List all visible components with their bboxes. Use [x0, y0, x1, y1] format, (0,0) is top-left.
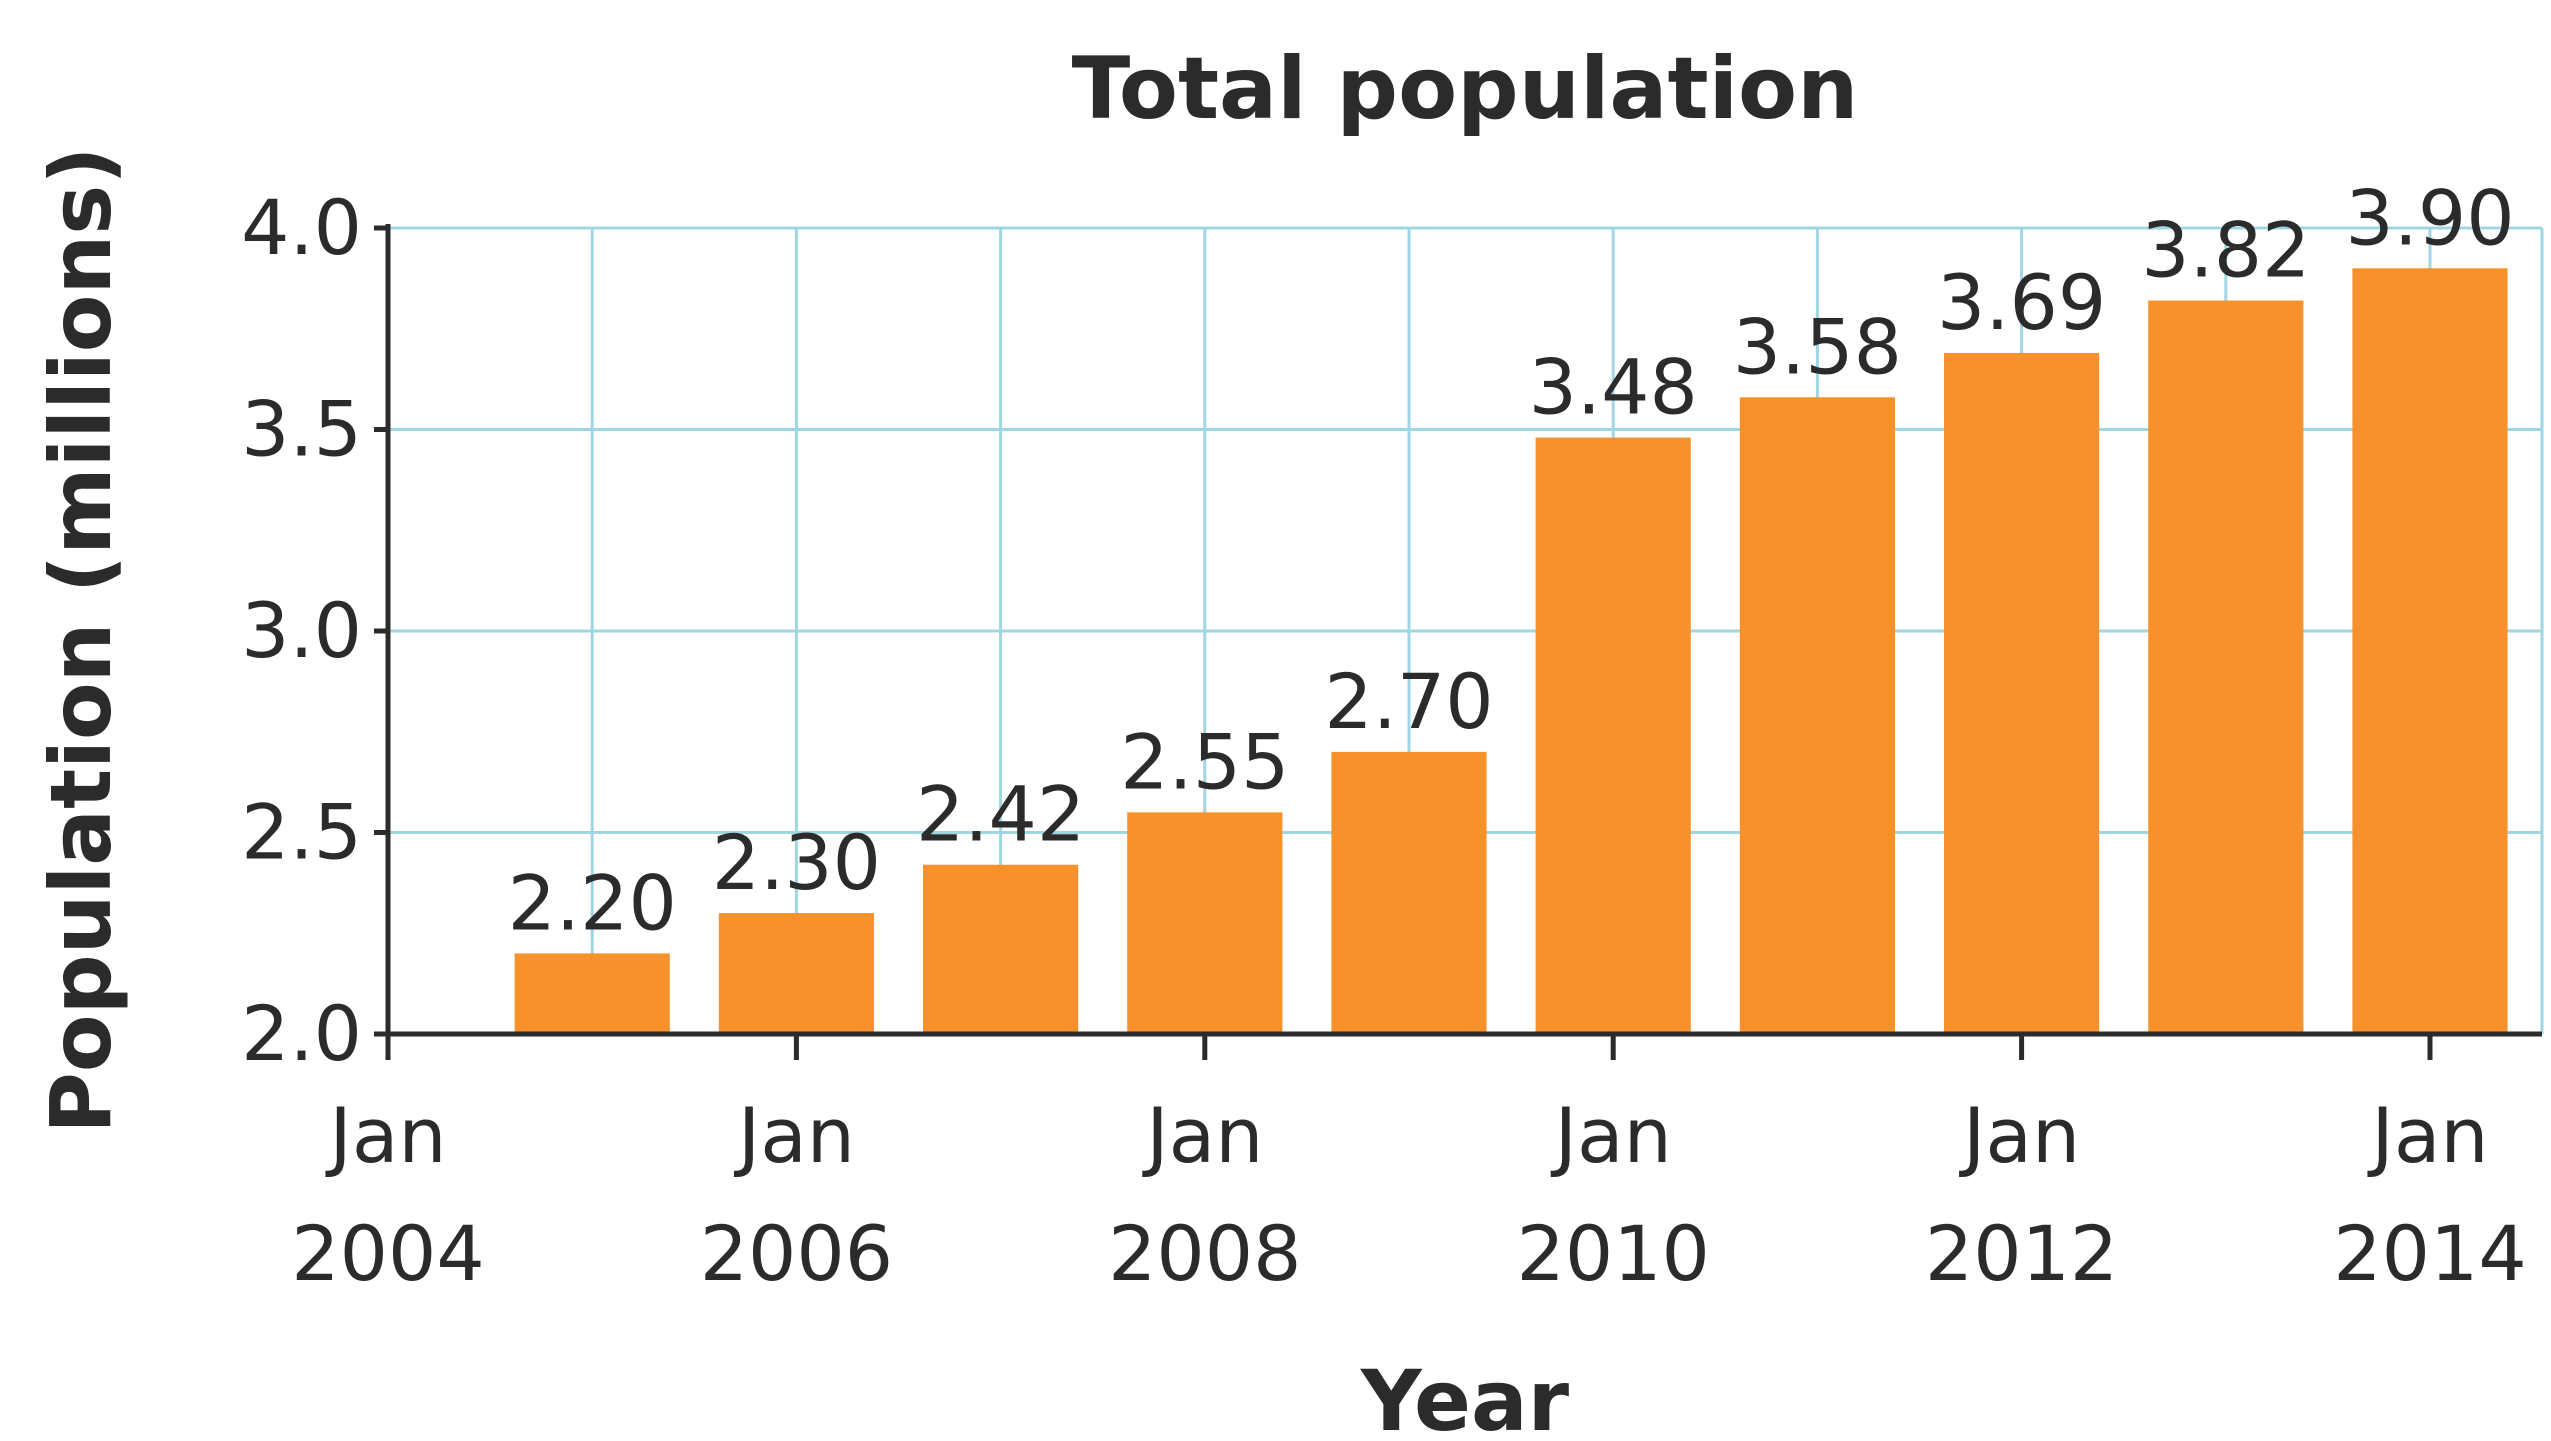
bar: [1739, 397, 1895, 1034]
x-tick-label-year: 2012: [1925, 1209, 2118, 1298]
x-tick-label-year: 2014: [2333, 1209, 2526, 1298]
x-tick-label-year: 2006: [700, 1209, 893, 1298]
bars-group: [514, 268, 2508, 1034]
bar-value-label: 3.48: [1529, 343, 1698, 432]
y-tick-label: 4.0: [241, 183, 362, 272]
bar: [1127, 812, 1283, 1034]
x-tick-label-month: Jan: [1142, 1091, 1263, 1180]
x-axis-label: Year: [1360, 1352, 1570, 1441]
bar-value-label: 2.20: [508, 858, 677, 947]
bar: [514, 953, 670, 1034]
bar-value-label: 2.30: [712, 818, 881, 907]
bar-value-label: 3.58: [1733, 302, 1902, 391]
x-tick-label-year: 2004: [291, 1209, 484, 1298]
bar: [1535, 437, 1691, 1034]
x-axis-ticks: Jan 2004 Jan 2006 Jan 2008 Jan 2010 Jan 2012 Jan 20…: [291, 1034, 2527, 1298]
y-tick-label: 2.0: [241, 989, 362, 1078]
bar: [718, 913, 874, 1034]
chart-title: Total population: [1072, 39, 1859, 139]
y-tick-label: 2.5: [241, 788, 362, 877]
bar-value-label: 2.42: [916, 770, 1085, 859]
x-tick-label-month: Jan: [1959, 1091, 2080, 1180]
bar: [1331, 751, 1487, 1034]
y-tick-label: 3.5: [241, 385, 362, 474]
bar-value-label: 3.90: [2345, 173, 2514, 262]
x-tick-label-month: Jan: [734, 1091, 855, 1180]
bar-value-label: 2.70: [1324, 657, 1493, 746]
y-axis-label: Population (millions): [32, 146, 130, 1133]
x-tick-label-month: Jan: [2367, 1091, 2488, 1180]
bar-value-label: 2.55: [1120, 717, 1289, 806]
x-tick-label-year: 2008: [1108, 1209, 1301, 1298]
x-tick-label-month: Jan: [1551, 1091, 1672, 1180]
y-tick-label: 3.0: [241, 586, 362, 675]
x-tick-label-year: 2010: [1516, 1209, 1709, 1298]
y-axis-ticks: 2.0 2.5 3.0 3.5 4.0: [241, 183, 388, 1078]
bar: [1944, 352, 2100, 1034]
bar-value-label: 3.69: [1937, 258, 2106, 347]
data-labels: 2.20 2.30 2.42 2.55 2.70 3.48 3.58 3.69 3.82 3.90: [508, 173, 2515, 947]
bar: [2148, 300, 2304, 1034]
bar: [2352, 268, 2508, 1034]
bar-value-label: 3.82: [2141, 206, 2310, 295]
bar: [923, 864, 1079, 1034]
x-tick-label-month: Jan: [325, 1091, 446, 1180]
